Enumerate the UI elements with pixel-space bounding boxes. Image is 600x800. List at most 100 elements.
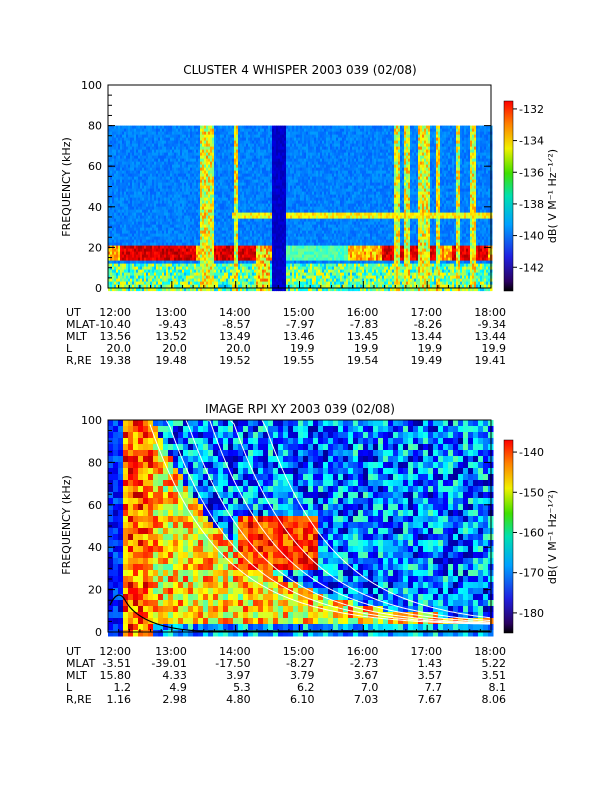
- ephemeris-row-label: R,RE: [66, 354, 92, 367]
- ephemeris-value: 13.56: [100, 330, 132, 343]
- ephemeris-value: 19.48: [155, 354, 187, 367]
- ephemeris-value: 17:00: [410, 645, 442, 658]
- rpi-colorbar: [503, 439, 514, 634]
- ephemeris-value: 19.9: [354, 342, 379, 355]
- ephemeris-value: 7.7: [425, 681, 443, 694]
- ephemeris-value: 18:00: [474, 306, 506, 319]
- rpi-panel: IMAGE RPI XY 2003 039 (02/08) 0 20 40 60 80 1…: [60, 402, 559, 706]
- ephemeris-value: 20.0: [162, 342, 187, 355]
- ephemeris-value: 7.03: [354, 693, 379, 706]
- ephemeris-value: -9.34: [478, 318, 506, 331]
- ephemeris-value: 18:00: [474, 645, 506, 658]
- ephemeris-value: 13.46: [283, 330, 315, 343]
- colorbar-tick-label: -134: [519, 135, 544, 148]
- colorbar-tick-label: -138: [519, 198, 544, 211]
- ephemeris-row-label: MLT: [66, 669, 87, 682]
- whisper-ylabel: FREQUENCY (kHz): [60, 137, 73, 237]
- rpi-y-axis: 0 20 40 60 80 100: [81, 414, 491, 639]
- ephemeris-value: 19.41: [475, 354, 507, 367]
- ephemeris-row-label: MLAT: [66, 318, 96, 331]
- ephemeris-value: 2.98: [162, 693, 187, 706]
- ephemeris-value: 15:00: [283, 306, 315, 319]
- ephemeris-value: -10.40: [96, 318, 131, 331]
- rpi-title: IMAGE RPI XY 2003 039 (02/08): [205, 402, 395, 416]
- ephemeris-value: -7.83: [350, 318, 378, 331]
- whisper-x-axis: [107, 281, 492, 288]
- whisper-colorbar-ticks: -132 -134 -136 -138 -140 -142: [513, 103, 544, 274]
- ephemeris-value: 6.10: [290, 693, 315, 706]
- colorbar-tick-label: -136: [519, 166, 544, 179]
- ephemeris-value: 4.33: [162, 669, 187, 682]
- ephemeris-value: 14:00: [219, 306, 251, 319]
- ephemeris-row-label: UT: [66, 306, 81, 319]
- rpi-colorbar-label: dB( V M⁻¹ Hz⁻¹ᐟ²): [546, 490, 559, 584]
- ephemeris-value: 3.97: [226, 669, 251, 682]
- ephemeris-value: -17.50: [215, 657, 250, 670]
- colorbar-tick-label: -140: [519, 446, 544, 459]
- ephemeris-value: 20.0: [226, 342, 251, 355]
- y-tick-label: 0: [95, 282, 102, 295]
- ephemeris-value: 15.80: [100, 669, 132, 682]
- ephemeris-value: 15:00: [283, 645, 315, 658]
- ephemeris-value: 19.9: [418, 342, 443, 355]
- ephemeris-value: -3.51: [103, 657, 131, 670]
- whisper-colorbar-label: dB( V M⁻¹ Hz⁻¹ᐟ²): [546, 149, 559, 243]
- whisper-title: CLUSTER 4 WHISPER 2003 039 (02/08): [183, 63, 416, 77]
- y-tick-label: 60: [88, 499, 102, 512]
- whisper-colorbar: [503, 100, 514, 292]
- whisper-y-axis: 0 20 40 60 80 100: [81, 79, 491, 295]
- colorbar-tick-label: -160: [519, 526, 544, 539]
- ephemeris-value: 17:00: [410, 306, 442, 319]
- ephemeris-value: 13.52: [155, 330, 187, 343]
- ephemeris-value: 3.67: [354, 669, 379, 682]
- ephemeris-row-label: UT: [66, 645, 81, 658]
- colorbar-tick-label: -140: [519, 230, 544, 243]
- whisper-panel: CLUSTER 4 WHISPER 2003 039 (02/08) 0 20 40…: [60, 63, 559, 367]
- ephemeris-value: 3.51: [482, 669, 507, 682]
- colorbar-tick-label: -170: [519, 567, 544, 580]
- rpi-ylabel: FREQUENCY (kHz): [60, 475, 73, 575]
- ephemeris-value: 12:00: [99, 645, 131, 658]
- ephemeris-value: 13.49: [219, 330, 251, 343]
- ephemeris-value: 13.44: [475, 330, 507, 343]
- y-tick-label: 20: [88, 584, 102, 597]
- ephemeris-value: 5.22: [482, 657, 507, 670]
- rpi-spectrogram: [108, 419, 494, 637]
- colorbar-tick-label: -132: [519, 103, 544, 116]
- y-tick-label: 20: [88, 241, 102, 254]
- ephemeris-value: 7.0: [361, 681, 379, 694]
- ephemeris-value: 16:00: [347, 306, 379, 319]
- ephemeris-value: 1.43: [418, 657, 443, 670]
- ephemeris-value: 4.9: [169, 681, 187, 694]
- ephemeris-value: 19.9: [290, 342, 315, 355]
- ephemeris-row-label: MLT: [66, 330, 87, 343]
- ephemeris-value: -8.26: [414, 318, 442, 331]
- ephemeris-value: 19.38: [100, 354, 132, 367]
- y-tick-label: 40: [88, 541, 102, 554]
- colorbar-tick-label: -150: [519, 486, 544, 499]
- ephemeris-value: 13:00: [155, 645, 187, 658]
- y-tick-label: 0: [95, 626, 102, 639]
- ephemeris-value: 19.54: [347, 354, 379, 367]
- ephemeris-value: 19.9: [482, 342, 507, 355]
- ephemeris-row-label: R,RE: [66, 693, 92, 706]
- ephemeris-row-label: L: [66, 681, 73, 694]
- y-tick-label: 60: [88, 160, 102, 173]
- ephemeris-value: 7.67: [418, 693, 443, 706]
- ephemeris-value: -8.27: [286, 657, 314, 670]
- rpi-colorbar-ticks: -140 -150 -160 -170 -180: [513, 446, 544, 620]
- ephemeris-value: 13.44: [411, 330, 443, 343]
- ephemeris-value: 4.80: [226, 693, 251, 706]
- ephemeris-value: 3.79: [290, 669, 315, 682]
- whisper-spectrogram: [108, 125, 493, 292]
- ephemeris-value: 20.0: [107, 342, 132, 355]
- ephemeris-value: -8.57: [222, 318, 250, 331]
- ephemeris-value: 8.1: [489, 681, 507, 694]
- ephemeris-value: 13.45: [347, 330, 379, 343]
- ephemeris-value: 1.16: [107, 693, 132, 706]
- ephemeris-value: -7.97: [286, 318, 314, 331]
- ephemeris-row-label: L: [66, 342, 73, 355]
- colorbar-tick-label: -180: [519, 607, 544, 620]
